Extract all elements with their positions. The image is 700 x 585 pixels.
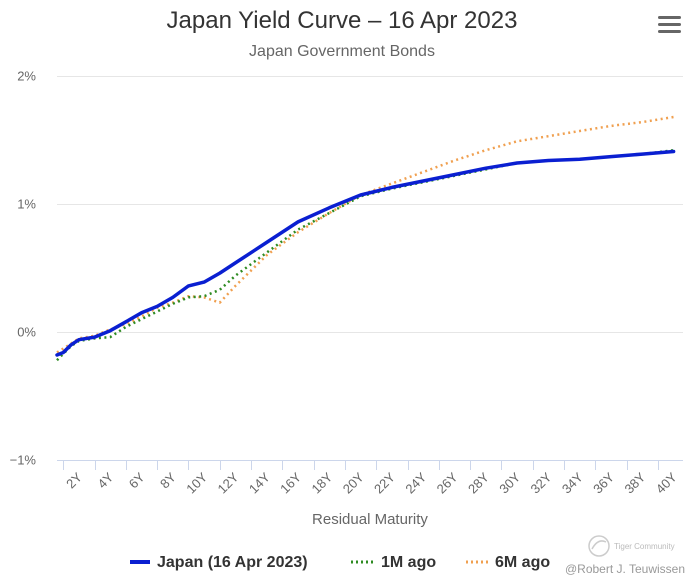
author-credit: @Robert J. Teuwissen: [565, 562, 685, 576]
x-tick-label: 20Y: [340, 469, 367, 496]
x-axis-title: Residual Maturity: [312, 511, 428, 528]
x-tick-label: 40Y: [653, 469, 680, 496]
hamburger-menu-icon[interactable]: [655, 12, 683, 38]
x-tick-label: 34Y: [559, 469, 586, 496]
x-tick-label: 32Y: [528, 469, 555, 496]
series-line-1m-ago: [56, 148, 674, 362]
x-tick-label: 10Y: [183, 469, 210, 496]
x-tick-label: 38Y: [621, 469, 648, 496]
x-tick-label: 12Y: [215, 469, 242, 496]
legend-label-japan: Japan (16 Apr 2023): [157, 554, 308, 571]
series-line-6m-ago: [56, 115, 674, 354]
x-tick-label: 28Y: [465, 469, 492, 496]
series-line-japan-16-apr-2023: [55, 149, 676, 357]
x-tick-label: 2Y: [63, 469, 85, 491]
x-tick-label: 6Y: [126, 469, 148, 491]
y-tick-label: 0%: [17, 325, 36, 340]
legend-label-6m-ago: 6M ago: [495, 554, 550, 571]
x-tick-label: 14Y: [246, 469, 273, 496]
legend-item-1m-ago[interactable]: 1M ago: [351, 554, 436, 571]
y-gridlines: [57, 76, 683, 461]
x-tick-label: 30Y: [496, 469, 523, 496]
legend-item-6m-ago[interactable]: 6M ago: [466, 554, 550, 571]
y-axis-labels: 2% 1% 0% −1%: [10, 69, 37, 468]
legend-item-japan[interactable]: Japan (16 Apr 2023): [130, 554, 308, 571]
x-tick-label: 8Y: [157, 469, 179, 491]
x-axis: 2Y 4Y 6Y 8Y 10Y 12Y 14Y 16Y 18Y 20Y 22Y 24Y 26Y 28Y 30…: [57, 460, 683, 496]
legend-label-1m-ago: 1M ago: [381, 554, 436, 571]
y-tick-label: −1%: [10, 453, 37, 468]
x-tick-label: 24Y: [402, 469, 429, 496]
tiger-community-logo: Tiger Community: [588, 535, 675, 557]
logo-text: Tiger Community: [614, 542, 675, 551]
x-tick-label: 26Y: [434, 469, 461, 496]
chart-subtitle: Japan Government Bonds: [249, 43, 435, 60]
x-tick-label: 4Y: [94, 469, 116, 491]
series-lines: [55, 115, 676, 362]
y-tick-label: 2%: [17, 69, 36, 84]
x-tick-label: 16Y: [277, 469, 304, 496]
x-tick-label: 18Y: [308, 469, 335, 496]
x-tick-label: 36Y: [590, 469, 617, 496]
chart-title: Japan Yield Curve – 16 Apr 2023: [167, 7, 518, 34]
legend: Japan (16 Apr 2023) 1M ago 6M ago: [130, 554, 550, 571]
y-tick-label: 1%: [17, 197, 36, 212]
x-tick-label: 22Y: [371, 469, 398, 496]
